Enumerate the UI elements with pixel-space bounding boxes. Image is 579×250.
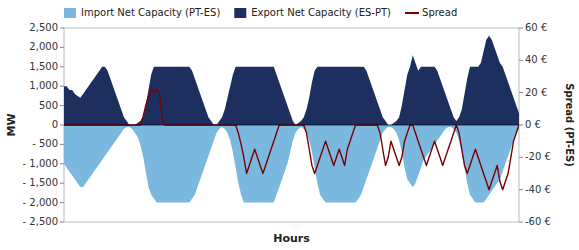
tick-label: - 2,000 — [23, 197, 58, 208]
tick — [60, 183, 64, 184]
tick — [60, 144, 64, 145]
tick — [60, 66, 64, 67]
legend-item: Import Net Capacity (PT-ES) — [64, 7, 220, 18]
y2-axis-label: Spread (PT-ES) — [564, 83, 575, 166]
tick-label: 40 € — [525, 54, 547, 65]
tick-label: - 1,000 — [23, 158, 58, 169]
tick-label: 20 € — [525, 87, 547, 98]
tick — [60, 202, 64, 203]
tick-label: 2,000 — [29, 41, 58, 52]
legend-swatch — [234, 8, 246, 18]
x-axis-label: Hours — [273, 232, 310, 245]
line — [64, 89, 519, 189]
tick-label: -60 € — [525, 216, 551, 227]
y-axis-label: MW — [5, 113, 18, 136]
tick — [60, 105, 64, 106]
tick — [60, 125, 64, 126]
tick-label: -20 € — [525, 151, 551, 162]
tick-label: 1,000 — [29, 80, 58, 91]
tick-label: 0 € — [525, 119, 541, 130]
legend-label: Export Net Capacity (ES-PT) — [251, 7, 391, 18]
legend-swatch — [405, 12, 419, 14]
tick — [60, 47, 64, 48]
zero-line — [64, 125, 519, 126]
tick-label: 1,500 — [29, 61, 58, 72]
y2-axis: -60 € -40 € -20 € 0 € 20 € 40 € 60 € — [519, 22, 551, 227]
tick-label: 2,500 — [29, 22, 58, 33]
legend-item: Spread — [405, 7, 457, 18]
tick — [60, 86, 64, 87]
tick — [519, 157, 523, 158]
legend-label: Spread — [422, 7, 457, 18]
tick — [60, 28, 64, 29]
tick — [519, 28, 523, 29]
tick-label: - 2,500 — [23, 216, 58, 227]
tick-label: 60 € — [525, 22, 547, 33]
tick-label: - 500 — [32, 138, 58, 149]
tick — [60, 163, 64, 164]
tick-label: 0 — [52, 119, 58, 130]
tick — [519, 189, 523, 190]
tick-label: 500 — [39, 100, 58, 111]
y-axis: - 2,500 - 2,000 - 1,500 - 1,000 - 500 0 500 1,0… — [23, 22, 64, 227]
legend-label: Import Net Capacity (PT-ES) — [81, 7, 220, 18]
legend-item: Export Net Capacity (ES-PT) — [234, 7, 391, 18]
tick-label: -40 € — [525, 184, 551, 195]
chart: - 2,500 - 2,000 - 1,500 - 1,000 - 500 0 500 1,0… — [0, 0, 579, 250]
tick — [519, 222, 523, 223]
tick — [519, 60, 523, 61]
plot-frame — [64, 28, 519, 222]
plot-area — [64, 36, 519, 203]
tick — [60, 222, 64, 223]
area — [64, 36, 519, 125]
tick-label: - 1,500 — [23, 177, 58, 188]
legend: Import Net Capacity (PT-ES) Export Net Ca… — [64, 7, 457, 18]
area — [64, 125, 519, 203]
tick — [519, 92, 523, 93]
legend-swatch — [64, 8, 76, 18]
tick — [519, 125, 523, 126]
